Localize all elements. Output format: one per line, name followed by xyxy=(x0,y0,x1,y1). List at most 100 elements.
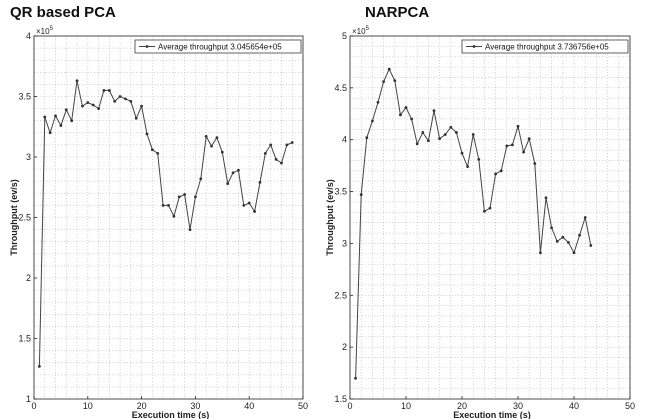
data-point xyxy=(539,251,542,255)
y-tick-label: 3.5 xyxy=(18,92,31,102)
data-point xyxy=(399,113,402,117)
data-point xyxy=(247,201,251,205)
data-point xyxy=(544,196,548,200)
data-point xyxy=(460,151,464,155)
y-tick-label: 4 xyxy=(342,135,347,145)
data-point xyxy=(156,151,160,155)
data-point xyxy=(561,235,565,239)
data-point xyxy=(204,135,208,138)
data-point xyxy=(70,119,74,123)
x-axis-label: Execution time (s) xyxy=(132,410,210,419)
data-point xyxy=(231,171,235,175)
y-tick-label: 3 xyxy=(26,152,31,162)
plot-area xyxy=(350,36,630,399)
data-point xyxy=(199,177,203,181)
x-tick-label: 20 xyxy=(137,401,147,411)
data-point xyxy=(81,104,84,108)
data-point xyxy=(455,131,458,134)
y-tick-label: 4 xyxy=(26,31,31,41)
data-point xyxy=(129,99,133,103)
x-tick-label: 40 xyxy=(244,401,254,411)
data-point xyxy=(91,103,95,107)
data-point xyxy=(511,143,514,147)
y-tick-label: 2 xyxy=(342,342,347,352)
x-axis-label: Execution time (s) xyxy=(453,410,531,419)
data-point xyxy=(371,119,374,123)
data-point xyxy=(183,193,187,196)
data-point xyxy=(359,193,363,197)
data-point xyxy=(488,206,492,210)
data-point xyxy=(226,182,230,186)
data-point xyxy=(118,95,122,98)
data-point xyxy=(172,214,176,218)
data-point xyxy=(102,89,106,92)
x-tick-label: 10 xyxy=(401,401,411,411)
data-point xyxy=(54,114,57,118)
data-point xyxy=(354,376,357,380)
series-line xyxy=(38,80,293,367)
legend-marker xyxy=(145,45,149,48)
data-point xyxy=(404,106,408,109)
data-point xyxy=(210,144,213,148)
data-point xyxy=(43,115,47,119)
x-tick-label: 30 xyxy=(513,401,523,411)
chart-title: NARPCA xyxy=(365,4,429,21)
legend-entry: Average throughput 3.736756e+05 xyxy=(485,43,609,52)
y-multiplier-base: ×10 xyxy=(36,27,50,36)
x-tick-label: 40 xyxy=(569,401,579,411)
data-point xyxy=(499,169,503,173)
data-point xyxy=(365,136,369,140)
data-point xyxy=(410,117,413,121)
data-point xyxy=(449,125,453,129)
x-tick-label: 10 xyxy=(83,401,93,411)
data-point xyxy=(285,143,289,147)
x-tick-label: 0 xyxy=(347,401,352,411)
data-point xyxy=(161,204,165,207)
data-point xyxy=(280,161,283,165)
y-tick-label: 1.5 xyxy=(334,394,347,404)
data-point xyxy=(48,131,52,135)
legend: Average throughput 3.736756e+05 xyxy=(461,39,629,54)
data-point xyxy=(97,107,100,110)
grid-lines xyxy=(349,35,631,400)
legend-box xyxy=(461,39,629,54)
data-point xyxy=(274,158,278,161)
data-point xyxy=(37,364,41,368)
data-point xyxy=(113,99,117,103)
y-axis-label: Throughput (ev/s) xyxy=(9,179,19,256)
y-multiplier-base: ×10 xyxy=(352,27,366,36)
y-tick-label: 4.5 xyxy=(334,83,347,93)
data-point xyxy=(578,233,581,237)
legend-entry: Average throughput 3.045654e+05 xyxy=(158,43,282,52)
plot-area xyxy=(34,36,303,399)
data-point xyxy=(237,168,240,172)
data-point xyxy=(242,204,246,207)
data-point xyxy=(432,109,436,113)
data-point xyxy=(269,143,273,147)
y-tick-label: 1.5 xyxy=(18,334,31,344)
data-point xyxy=(483,209,486,213)
y-tick-label: 2.5 xyxy=(18,213,31,223)
data-point xyxy=(443,133,447,136)
data-point xyxy=(215,136,219,140)
data-point xyxy=(75,79,79,83)
data-point xyxy=(145,132,149,136)
x-tick-label: 50 xyxy=(625,401,635,411)
data-point xyxy=(258,181,262,184)
y-tick-label: 2.5 xyxy=(334,290,347,300)
data-point xyxy=(583,216,587,219)
data-point xyxy=(263,151,267,155)
data-point xyxy=(567,240,570,244)
data-point xyxy=(188,228,192,232)
data-point xyxy=(533,162,537,165)
y-tick-label: 1 xyxy=(26,394,31,404)
data-point xyxy=(86,101,90,104)
chart-panel-qr-based-pca: QR based PCA 0 10 20 30 40 50 1 1.5 2 2.5 3 3.5 4 ×105… xyxy=(9,4,308,419)
y-tick-label: 3 xyxy=(342,238,347,248)
data-point xyxy=(555,239,559,243)
data-point xyxy=(477,158,481,161)
data-point xyxy=(134,116,138,120)
y-tick-label: 2 xyxy=(26,273,31,283)
